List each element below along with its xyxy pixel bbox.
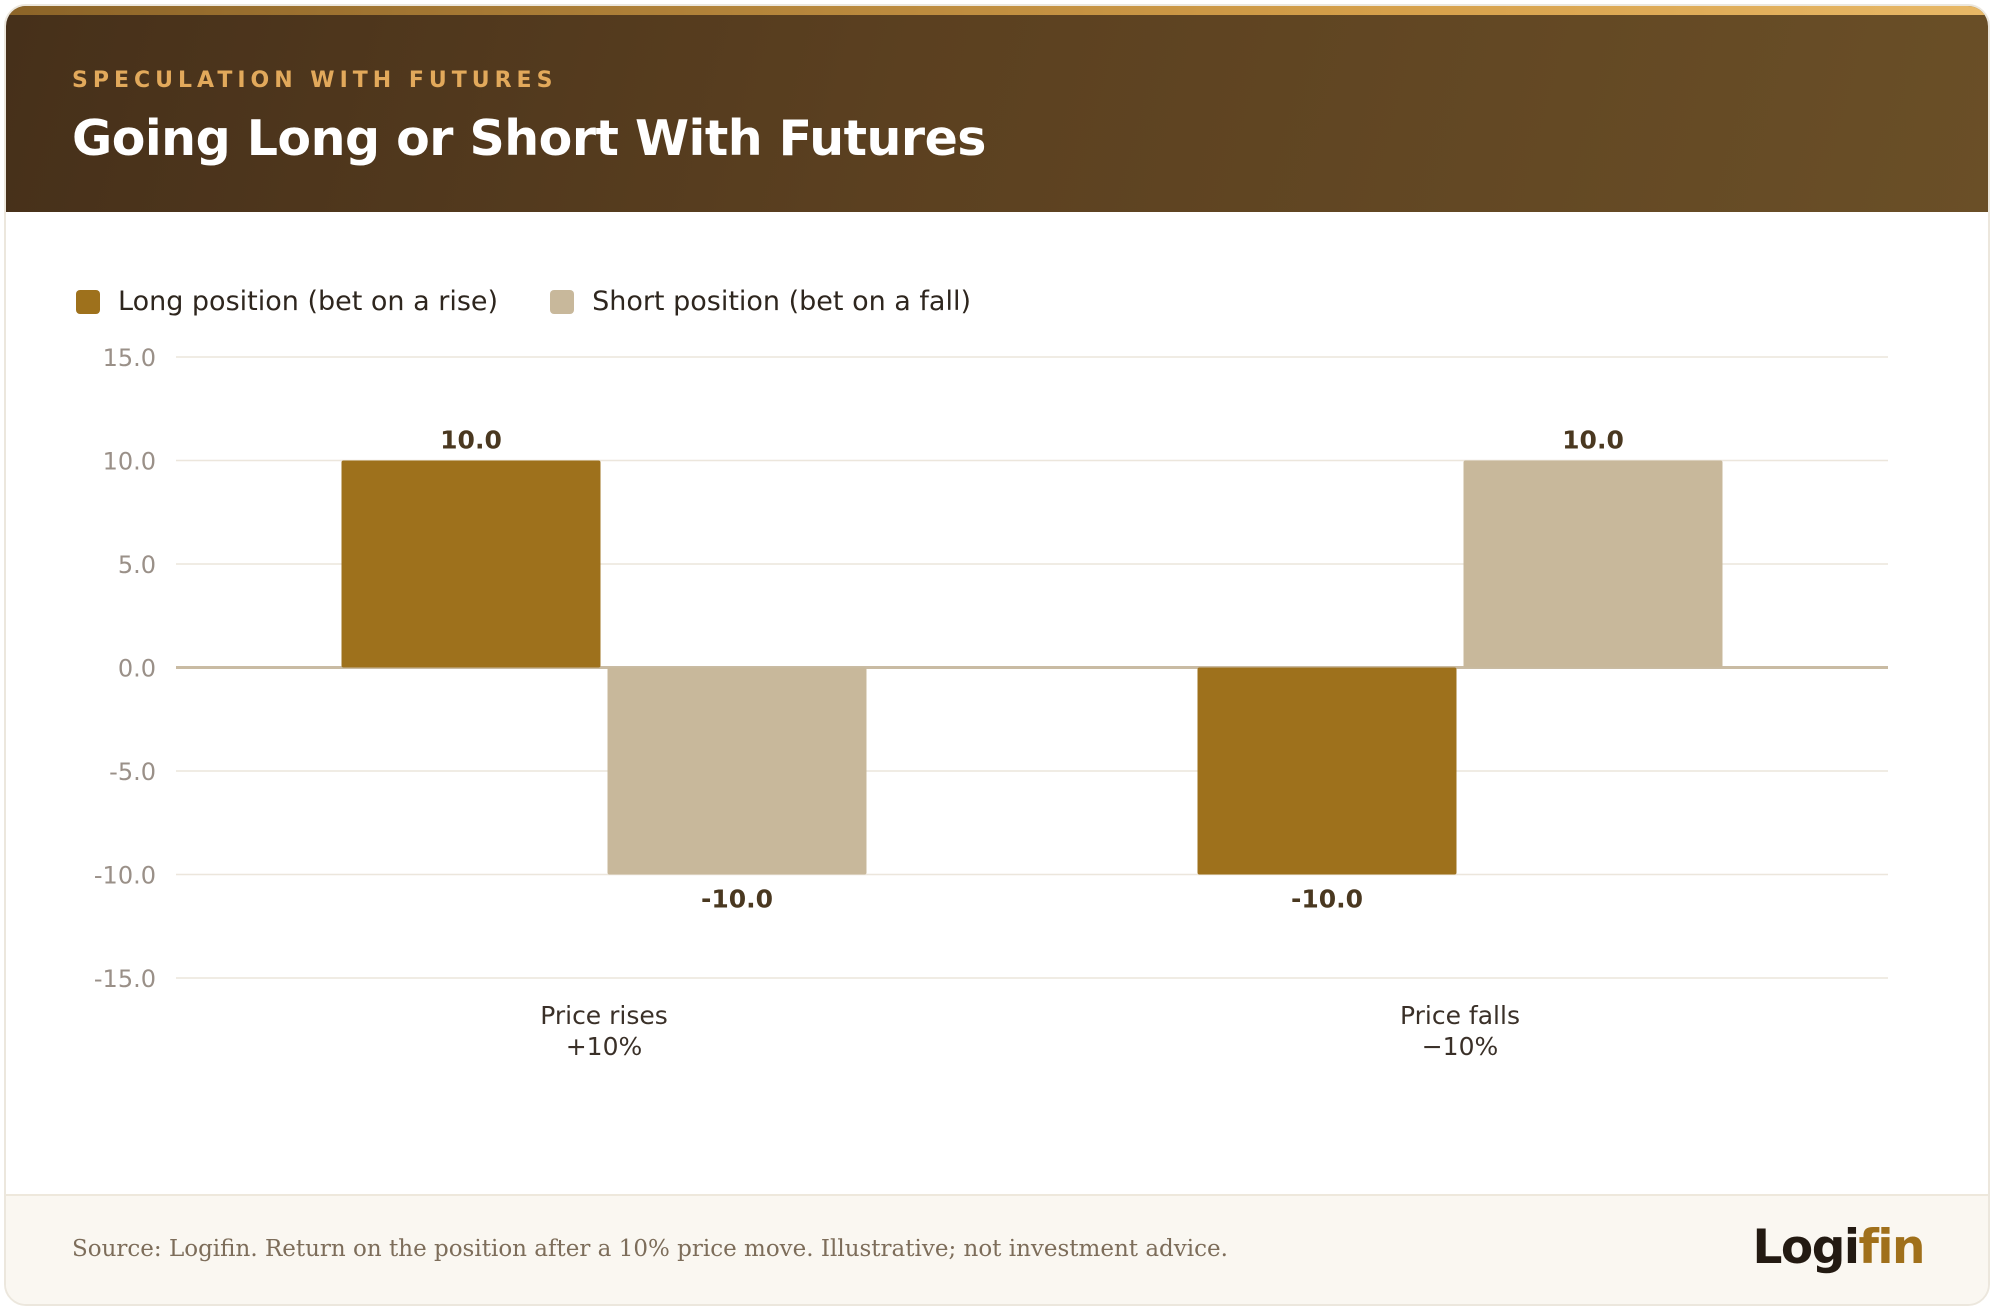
header-banner: SPECULATION WITH FUTURES Going Long or S…: [6, 6, 1988, 212]
y-tick-label: -5.0: [109, 758, 156, 786]
data-label: -10.0: [1291, 885, 1363, 914]
legend-label-short: Short position (bet on a fall): [592, 286, 972, 317]
legend-item-short: Short position (bet on a fall): [550, 286, 971, 317]
bar-long: [341, 460, 601, 668]
chart-title: Going Long or Short With Futures: [72, 110, 986, 167]
bar-short: [607, 667, 867, 875]
bar-chart: 15.0 10.0 5.0 0.0 -5.0 -10.0 -15.0 10.0 -10.0 Pri…: [94, 344, 1888, 1061]
legend-item-long: Long position (bet on a rise): [76, 286, 498, 317]
bar-long: [1197, 667, 1457, 875]
brand-logo: Logifin: [1752, 1220, 1925, 1275]
y-tick-label: 15.0: [103, 344, 156, 372]
legend-swatch-long: [76, 289, 100, 314]
eyebrow-label: SPECULATION WITH FUTURES: [72, 68, 558, 93]
source-note: Source: Logifin. Return on the position …: [72, 1236, 1228, 1262]
legend-swatch-short: [550, 289, 575, 314]
logo-text-main: Logi: [1752, 1220, 1860, 1275]
x-category-label: +10%: [566, 1032, 643, 1061]
chart-card: SPECULATION WITH FUTURES Going Long or S…: [4, 4, 1990, 1306]
bar-short: [1463, 460, 1723, 668]
y-tick-label: 10.0: [103, 448, 156, 476]
footer: Source: Logifin. Return on the position …: [6, 1194, 1988, 1304]
y-tick-label: 5.0: [118, 551, 156, 579]
legend: Long position (bet on a rise) Short posi…: [76, 286, 1023, 317]
legend-label-long: Long position (bet on a rise): [118, 286, 499, 317]
header-accent-bar: [6, 6, 1988, 15]
x-category-label: −10%: [1422, 1032, 1499, 1061]
y-tick-label: -10.0: [94, 862, 156, 890]
data-label: 10.0: [1562, 426, 1624, 455]
x-category-label: Price falls: [1400, 1001, 1520, 1030]
data-label: -10.0: [701, 885, 773, 914]
x-category-label: Price rises: [540, 1001, 668, 1030]
y-tick-label: 0.0: [118, 655, 156, 683]
logo-text-accent: fin: [1858, 1220, 1925, 1275]
data-label: 10.0: [440, 426, 502, 455]
y-tick-label: -15.0: [94, 965, 156, 993]
